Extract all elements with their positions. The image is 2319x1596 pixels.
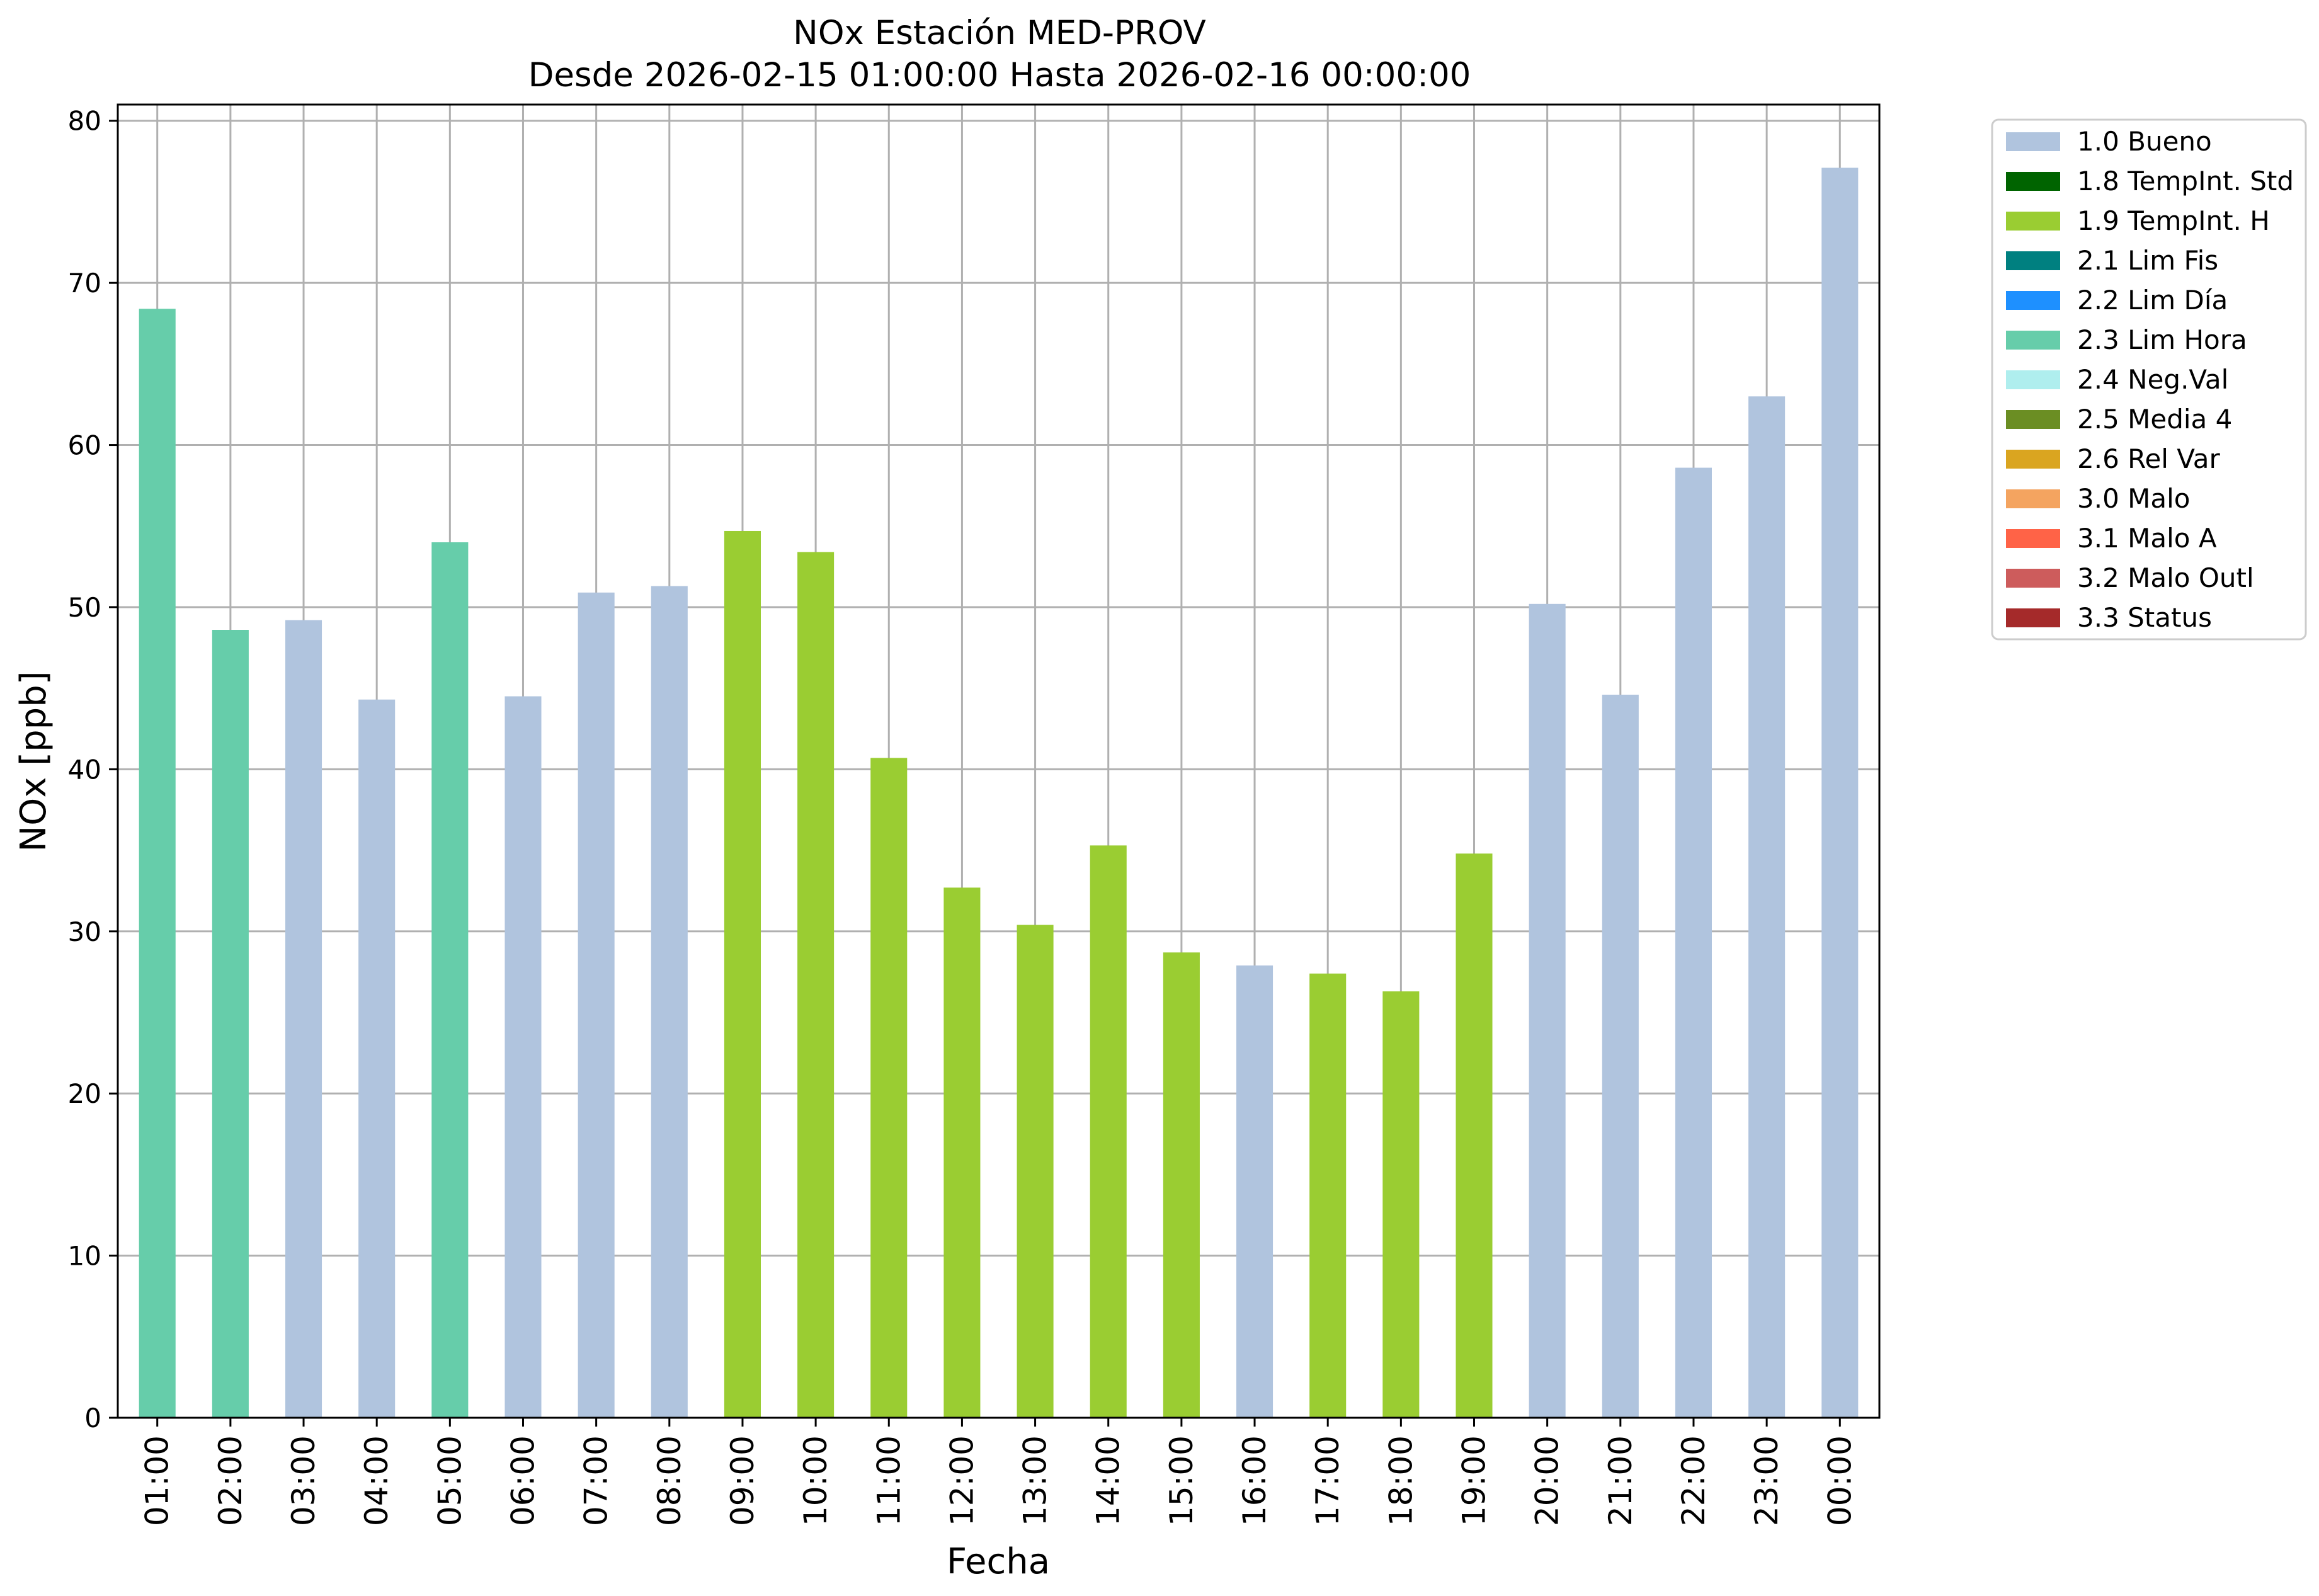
x-tick-label: 17:00 <box>1309 1435 1346 1526</box>
bar <box>139 309 176 1418</box>
bar <box>578 592 615 1418</box>
y-tick-label: 80 <box>68 106 101 137</box>
bars <box>139 168 1859 1418</box>
legend-swatch <box>2006 172 2060 191</box>
bar <box>1309 973 1347 1418</box>
y-tick-label: 50 <box>68 592 101 623</box>
x-tick-label: 22:00 <box>1675 1435 1712 1526</box>
x-tick-label: 04:00 <box>358 1435 395 1526</box>
x-tick-label: 21:00 <box>1602 1435 1639 1526</box>
legend-swatch <box>2006 132 2060 151</box>
bar <box>724 530 761 1418</box>
x-tick-label: 07:00 <box>578 1435 615 1526</box>
x-tick-label: 03:00 <box>285 1435 322 1526</box>
x-tick-label: 09:00 <box>724 1435 761 1526</box>
bar <box>504 696 542 1418</box>
legend-label: 3.2 Malo Outl <box>2077 562 2254 593</box>
x-tick-label: 08:00 <box>651 1435 688 1526</box>
x-axis-label: Fecha <box>947 1541 1050 1582</box>
x-tick-label: 19:00 <box>1456 1435 1493 1526</box>
bar <box>1090 845 1127 1418</box>
chart-subtitle: Desde 2026-02-15 01:00:00 Hasta 2026-02-… <box>528 56 1471 94</box>
x-tick-label: 02:00 <box>212 1435 249 1526</box>
y-tick-label: 20 <box>68 1078 101 1109</box>
y-tick-label: 60 <box>68 430 101 461</box>
x-tick-label: 23:00 <box>1748 1435 1785 1526</box>
x-tick-label: 20:00 <box>1529 1435 1566 1526</box>
legend-label: 2.5 Media 4 <box>2077 404 2232 435</box>
legend-label: 1.8 TempInt. Std <box>2077 166 2294 197</box>
x-tick-label: 05:00 <box>431 1435 468 1526</box>
legend-swatch <box>2006 489 2060 508</box>
bar <box>358 699 396 1418</box>
bar <box>1236 965 1273 1418</box>
y-axis: 0 10 20 30 40 50 60 70 80 <box>68 106 118 1434</box>
legend-label: 3.3 Status <box>2077 602 2212 633</box>
legend-swatch <box>2006 569 2060 588</box>
x-tick-label: 11:00 <box>870 1435 907 1526</box>
legend-box <box>1991 118 2307 641</box>
x-tick-label: 01:00 <box>139 1435 176 1526</box>
legend-label: 2.4 Neg.Val <box>2077 364 2228 395</box>
bar <box>1163 952 1200 1418</box>
x-tick-label: 16:00 <box>1236 1435 1273 1526</box>
legend-label: 3.1 Malo A <box>2077 523 2217 554</box>
bar <box>212 630 249 1418</box>
chart-title: NOx Estación MED-PROV <box>793 14 1206 52</box>
bar <box>285 620 322 1418</box>
bar <box>1017 925 1054 1418</box>
y-tick-label: 30 <box>68 916 101 947</box>
x-tick-label: 18:00 <box>1382 1435 1419 1526</box>
legend-swatch <box>2006 608 2060 627</box>
x-tick-label: 15:00 <box>1163 1435 1200 1526</box>
bar <box>1529 603 1566 1418</box>
y-axis-label: NOx [ppb] <box>13 671 54 852</box>
x-axis: 01:00 02:00 03:00 04:00 05:00 06:00 07:00 08:00… <box>139 1418 1858 1526</box>
bar <box>431 542 469 1418</box>
legend-swatch <box>2006 370 2060 389</box>
x-tick-label: 06:00 <box>504 1435 541 1526</box>
legend-label: 2.6 Rel Var <box>2077 443 2221 474</box>
bar <box>1456 853 1493 1418</box>
x-tick-label: 13:00 <box>1017 1435 1054 1526</box>
bar <box>943 887 981 1418</box>
x-tick-label: 00:00 <box>1821 1435 1858 1526</box>
bar <box>1821 168 1859 1418</box>
legend-swatch <box>2006 450 2060 469</box>
bar <box>1602 694 1639 1418</box>
legend-label: 2.3 Lim Hora <box>2077 324 2247 355</box>
legend-swatch <box>2006 529 2060 548</box>
legend-label: 1.0 Bueno <box>2077 126 2212 157</box>
x-tick-label: 14:00 <box>1090 1435 1127 1526</box>
legend-swatch <box>2006 212 2060 231</box>
legend-swatch <box>2006 331 2060 350</box>
bar <box>797 552 835 1418</box>
bar <box>1748 396 1786 1418</box>
legend: 1.0 Bueno 1.8 TempInt. Std 1.9 TempInt. H 2… <box>1991 118 2307 641</box>
y-tick-label: 0 <box>84 1403 101 1434</box>
y-tick-label: 40 <box>68 754 101 785</box>
plot-frame <box>117 103 1881 1419</box>
x-tick-label: 12:00 <box>943 1435 980 1526</box>
x-tick-label: 10:00 <box>797 1435 834 1526</box>
legend-label: 2.1 Lim Fis <box>2077 245 2218 276</box>
y-tick-label: 70 <box>68 268 101 299</box>
legend-label: 1.9 TempInt. H <box>2077 205 2270 236</box>
legend-label: 3.0 Malo <box>2077 483 2190 514</box>
bar <box>870 758 908 1418</box>
y-tick-label: 10 <box>68 1241 101 1272</box>
bar <box>1675 467 1712 1418</box>
legend-swatch <box>2006 410 2060 429</box>
legend-label: 2.2 Lim Día <box>2077 285 2228 316</box>
bar <box>651 586 688 1418</box>
bar <box>1382 991 1420 1418</box>
legend-swatch <box>2006 291 2060 310</box>
legend-swatch <box>2006 251 2060 270</box>
